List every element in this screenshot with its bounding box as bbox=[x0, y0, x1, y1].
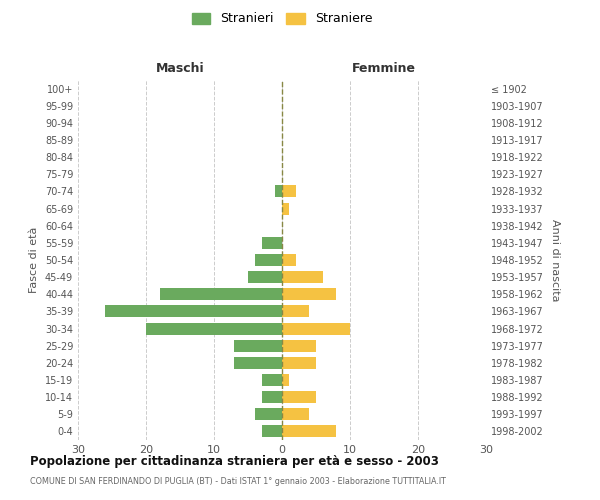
Bar bbox=[160, 288, 282, 300]
Bar bbox=[282, 186, 296, 198]
Bar bbox=[235, 357, 282, 369]
Bar bbox=[282, 391, 316, 403]
Bar bbox=[255, 254, 282, 266]
Y-axis label: Fasce di età: Fasce di età bbox=[29, 227, 39, 293]
Bar bbox=[262, 237, 282, 249]
Bar bbox=[282, 408, 309, 420]
Bar bbox=[282, 288, 337, 300]
Bar bbox=[105, 306, 282, 318]
Bar bbox=[282, 271, 323, 283]
Bar bbox=[262, 426, 282, 438]
Text: Femmine: Femmine bbox=[352, 62, 416, 75]
Text: Popolazione per cittadinanza straniera per età e sesso - 2003: Popolazione per cittadinanza straniera p… bbox=[30, 455, 439, 468]
Text: COMUNE DI SAN FERDINANDO DI PUGLIA (BT) - Dati ISTAT 1° gennaio 2003 - Elaborazi: COMUNE DI SAN FERDINANDO DI PUGLIA (BT) … bbox=[30, 478, 446, 486]
Text: Maschi: Maschi bbox=[155, 62, 205, 75]
Legend: Stranieri, Straniere: Stranieri, Straniere bbox=[188, 8, 376, 29]
Y-axis label: Anni di nascita: Anni di nascita bbox=[550, 219, 560, 301]
Bar bbox=[275, 186, 282, 198]
Bar bbox=[282, 322, 350, 334]
Bar bbox=[282, 254, 296, 266]
Bar bbox=[282, 357, 316, 369]
Bar bbox=[235, 340, 282, 351]
Bar bbox=[282, 426, 337, 438]
Bar bbox=[282, 340, 316, 351]
Bar bbox=[262, 391, 282, 403]
Bar bbox=[262, 374, 282, 386]
Bar bbox=[146, 322, 282, 334]
Bar bbox=[282, 374, 289, 386]
Bar bbox=[282, 202, 289, 214]
Bar bbox=[255, 408, 282, 420]
Bar bbox=[248, 271, 282, 283]
Bar bbox=[282, 306, 309, 318]
